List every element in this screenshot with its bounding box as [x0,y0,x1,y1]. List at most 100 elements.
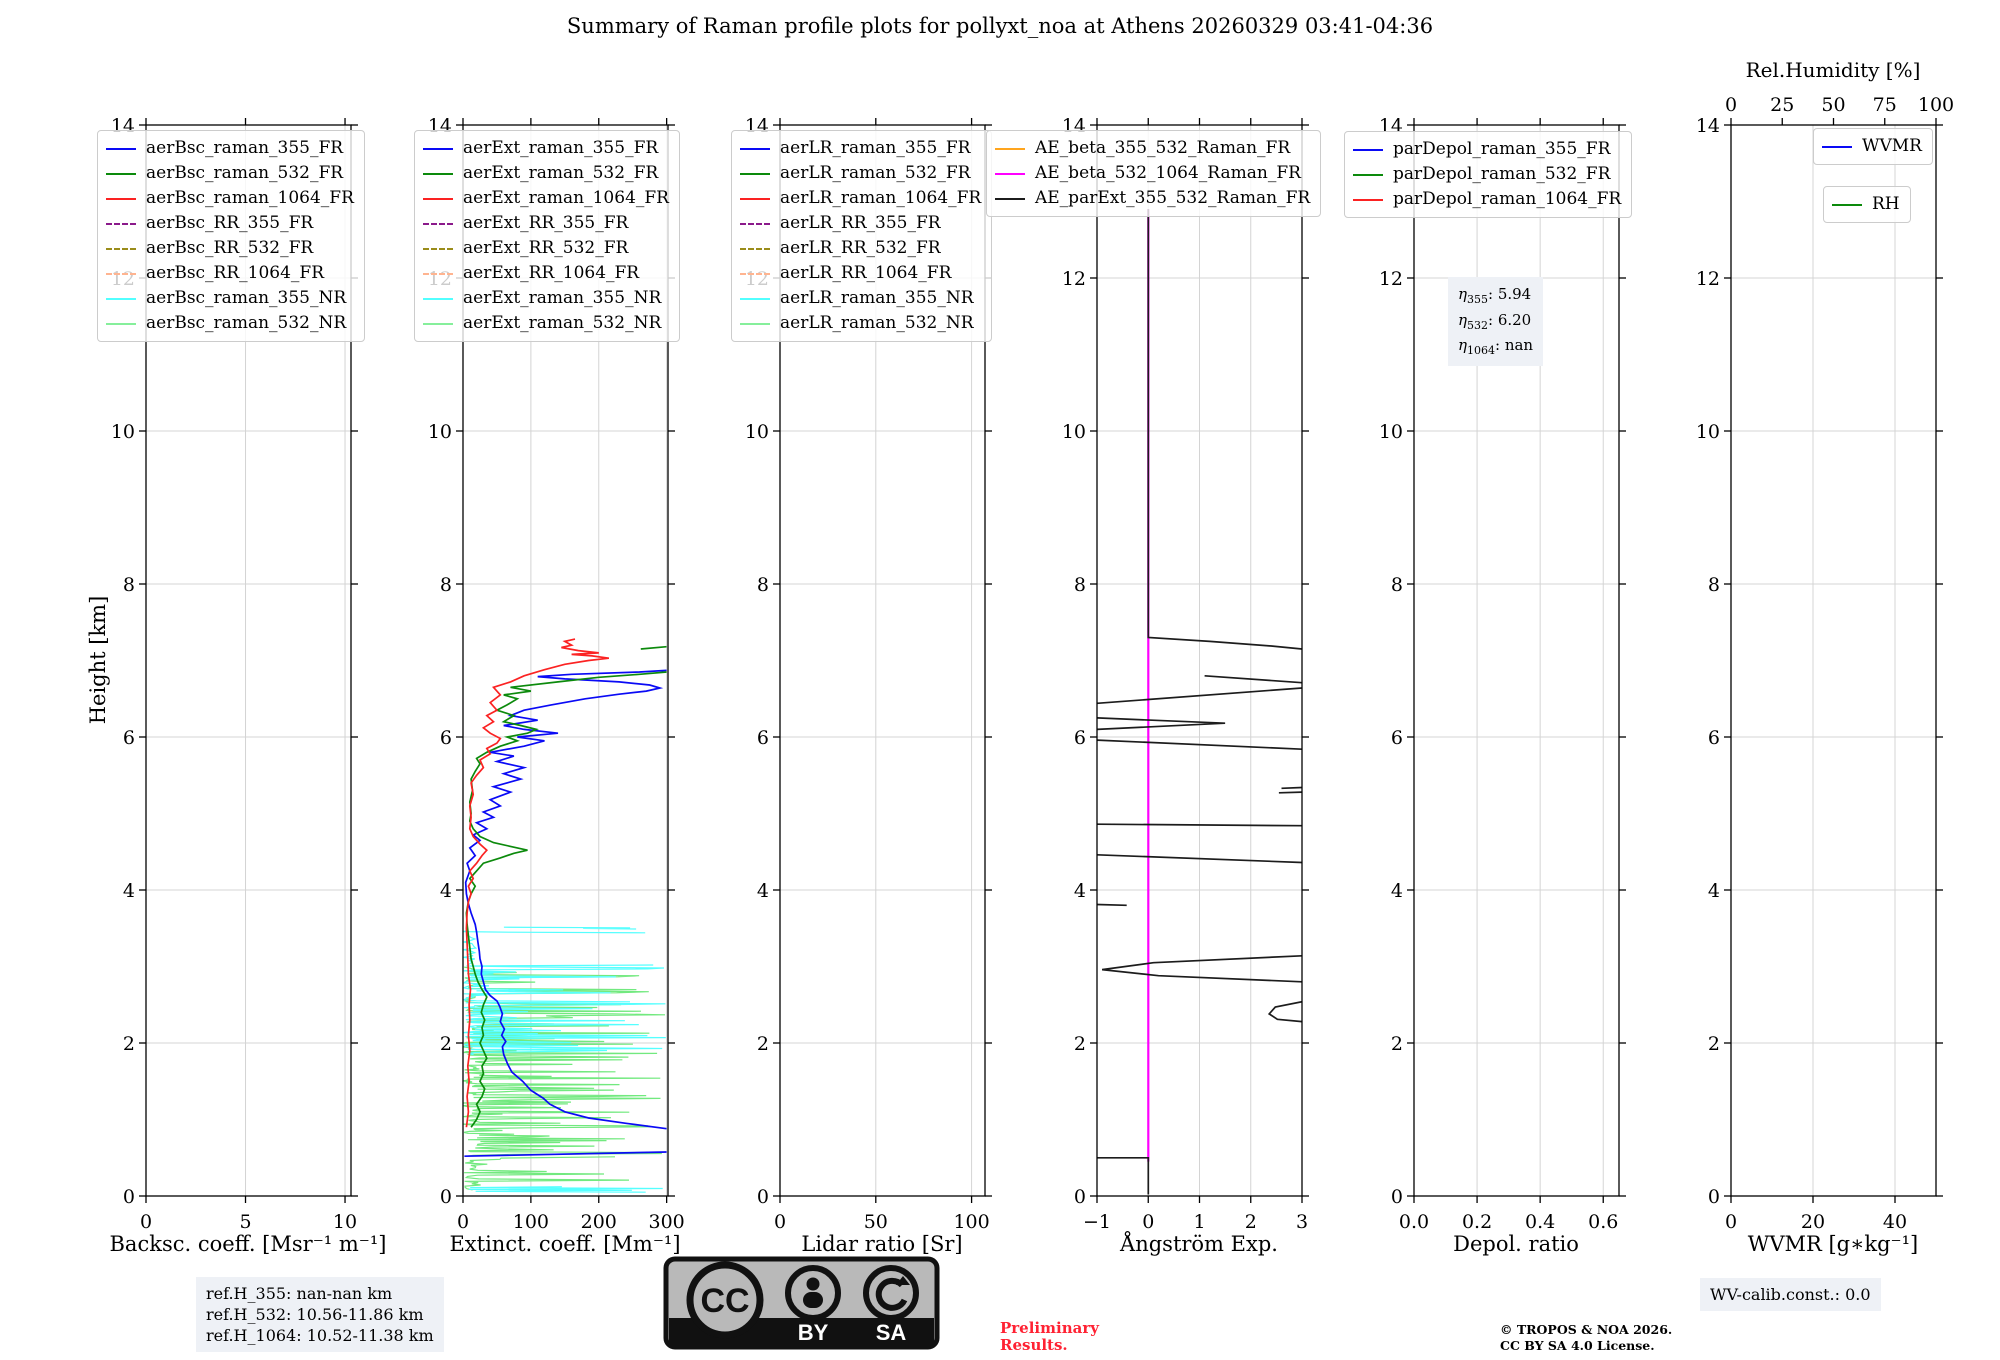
legend-line-swatch [106,297,136,300]
legend-line-swatch [1353,198,1383,201]
x-tick-label: 20 [1801,1211,1825,1233]
y-tick-label: 2 [440,1033,452,1055]
series-AE_parExt_355_532_Raman_FR [1278,791,1302,794]
y-tick-label: 10 [1379,421,1403,443]
legend-angstrom: AE_beta_355_532_Raman_FR AE_beta_532_1064… [986,130,1322,217]
legend-label: parDepol_raman_532_FR [1393,164,1611,184]
legend-item: aerLR_RR_1064_FR [740,261,981,286]
legend-line-swatch [740,247,770,250]
legend-label: aerExt_RR_355_FR [463,213,629,233]
series-aerExt_raman_532_FR [465,671,667,1128]
legend-item: aerExt_RR_532_FR [423,236,669,261]
copyright-note: © TROPOS & NOA 2026. CC BY SA 4.0 Licens… [1500,1322,1673,1354]
legend-item: aerExt_raman_532_FR [423,161,669,186]
legend-item: RH [1832,192,1900,217]
legend-line-swatch [1822,145,1852,148]
legend-line-swatch [740,147,770,150]
legend-line-swatch [423,322,453,325]
legend-line-swatch [740,197,770,200]
legend-line-swatch [740,172,770,175]
legend-item: aerLR_raman_1064_FR [740,186,981,211]
x-tick-label: 3 [1296,1211,1308,1233]
series-AE_parExt_355_532_Raman_FR [1097,717,1226,731]
series-AE_parExt_355_532_Raman_FR [1097,903,1127,907]
top-axis-tick-label: 25 [1770,94,1794,116]
legend-item: aerBsc_raman_532_FR [106,161,354,186]
cc-by-sa-badge: CC BY SA [663,1256,940,1350]
ref-height-line: ref.H_1064: 10.52-11.38 km [206,1326,434,1346]
legend-line-swatch [995,172,1025,175]
legend-item: aerExt_raman_355_NR [423,286,669,311]
legend-item: aerLR_RR_355_FR [740,211,981,236]
ref-height-line: ref.H_355: nan-nan km [206,1284,393,1303]
y-tick-label: 2 [123,1033,135,1055]
legend-label: RH [1872,194,1900,214]
legend-label: aerBsc_raman_532_NR [146,313,347,333]
x-tick-label: 10 [333,1211,357,1233]
legend-label: aerLR_RR_1064_FR [780,263,952,283]
legend-line-swatch [106,272,136,275]
legend-item: aerBsc_raman_532_NR [106,311,354,336]
legend-item: aerLR_raman_532_FR [740,161,981,186]
legend-line-swatch [423,272,453,275]
y-tick-label: 2 [1391,1033,1403,1055]
y-tick-label: 8 [440,574,452,596]
y-tick-label: 0 [1074,1186,1086,1208]
x-tick-label: 40 [1883,1211,1907,1233]
x-tick-label: 0 [774,1211,786,1233]
wv-calib-annotation: WV-calib.const.: 0.0 [1700,1278,1881,1312]
preliminary-results-note: Preliminary Results. [1000,1319,1099,1355]
legend-label: AE_beta_532_1064_Raman_FR [1035,163,1301,183]
legend-item: aerLR_RR_532_FR [740,236,981,261]
legend-label: aerLR_raman_1064_FR [780,188,982,208]
y-tick-label: 2 [1708,1033,1720,1055]
figure-title: Summary of Raman profile plots for polly… [566,14,1434,38]
legend-label: parDepol_raman_355_FR [1393,139,1611,159]
legend-item: aerExt_raman_1064_FR [423,186,669,211]
y-tick-label: 0 [1708,1186,1720,1208]
series-AE_parExt_355_532_Raman_FR [1097,1156,1150,1195]
x-axis-label-angstrom: Ångström Exp. [1120,1232,1278,1256]
legend-label: aerExt_raman_532_FR [463,163,659,183]
x-tick-label: 0 [140,1211,152,1233]
top-axis-label: Rel.Humidity [%] [1745,58,1921,82]
legend-label: aerExt_RR_1064_FR [463,263,640,283]
legend-backscatter: aerBsc_raman_355_FR aerBsc_raman_532_FR ae… [97,130,365,342]
legend-line-swatch [740,272,770,275]
legend-line-swatch [740,222,770,225]
y-tick-label: 6 [1074,727,1086,749]
y-tick-label: 0 [757,1186,769,1208]
y-tick-label: 2 [757,1033,769,1055]
legend-line-swatch [423,197,453,200]
y-tick-label: 4 [1708,880,1720,902]
x-tick-label: 2 [1245,1211,1257,1233]
legend-item: aerBsc_RR_355_FR [106,211,354,236]
y-tick-label: 6 [757,727,769,749]
y-tick-label: 10 [111,421,135,443]
legend-rh: RH [1823,186,1911,223]
legend-lidar-ratio: aerLR_raman_355_FR aerLR_raman_532_FR aerL… [731,130,993,342]
y-tick-label: 8 [757,574,769,596]
x-axis-label-backscatter: Backsc. coeff. [Msr⁻¹ m⁻¹] [109,1232,387,1256]
legend-label: AE_beta_355_532_Raman_FR [1035,138,1291,158]
legend-label: aerLR_raman_355_FR [780,138,971,158]
share-alike-arrowhead [896,1276,910,1285]
y-tick-label: 6 [123,727,135,749]
x-axis-label-lidar-ratio: Lidar ratio [Sr] [801,1232,963,1256]
x-tick-label: 0 [1725,1211,1737,1233]
reference-height-annotation: ref.H_355: nan-nan km ref.H_532: 10.56-11… [196,1277,444,1353]
legend-line-swatch [423,247,453,250]
x-tick-label: 0.2 [1462,1211,1492,1233]
x-tick-label: 0.4 [1525,1211,1555,1233]
legend-line-swatch [106,197,136,200]
y-tick-label: 0 [1391,1186,1403,1208]
legend-line-swatch [1353,148,1383,151]
legend-label: aerLR_raman_532_FR [780,163,971,183]
x-tick-label: 5 [239,1211,251,1233]
y-tick-label: 8 [1391,574,1403,596]
cc-badge-sa: SA [876,1320,907,1345]
share-alike-arrow [875,1277,908,1311]
